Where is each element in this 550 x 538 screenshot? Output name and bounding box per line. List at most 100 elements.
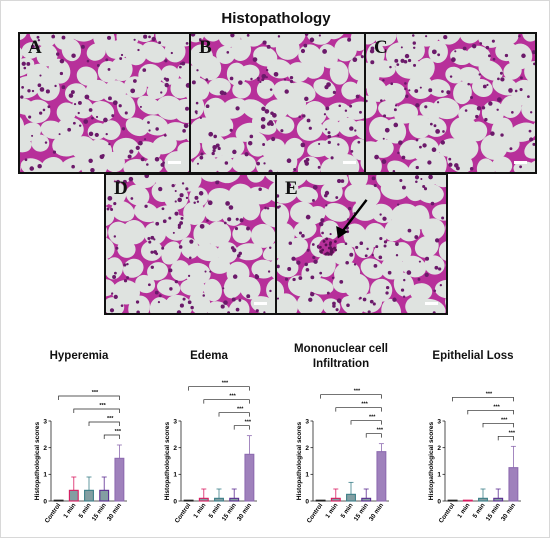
bar — [84, 489, 94, 502]
x-tick-label: Control — [174, 502, 193, 525]
significance-bracket — [73, 408, 120, 413]
panel-letter-c: C — [374, 37, 388, 58]
significance-label: *** — [493, 404, 500, 410]
panel-letter-a: A — [28, 37, 42, 58]
y-tick-label: 2 — [43, 445, 47, 452]
significance-label: *** — [229, 394, 236, 400]
y-tick-label: 3 — [437, 418, 441, 425]
chart-hyperemia: Hyperemia 0 1 2 3 Histopathological scores Con… — [15, 339, 143, 529]
bar — [229, 497, 240, 502]
chart-title: Epithelial Loss — [432, 350, 514, 362]
y-tick-label: 1 — [305, 472, 309, 479]
x-tick-label: 15 min — [353, 502, 370, 522]
bar — [99, 489, 110, 502]
significance-bracket — [218, 412, 250, 417]
y-tick-label: 0 — [43, 498, 47, 505]
y-tick-label: 2 — [305, 445, 309, 452]
bar — [244, 453, 255, 502]
x-tick-label: 1 min — [456, 502, 471, 520]
x-tick-label: Control — [438, 502, 457, 525]
y-tick-label: 2 — [173, 445, 177, 452]
significance-label: *** — [115, 429, 122, 435]
significance-label: *** — [501, 417, 508, 423]
significance-label: *** — [99, 403, 106, 409]
x-tick-label: 1 min — [192, 502, 207, 520]
scale-bar — [343, 161, 356, 164]
significance-bracket — [497, 435, 514, 441]
bar — [478, 497, 488, 502]
x-tick-label: 5 min — [77, 502, 92, 520]
chart-mononuclear-infiltration: Mononuclear cell Infiltration 0 1 2 3 Histopa… — [277, 339, 405, 529]
significance-bracket — [335, 407, 382, 412]
panel-letter-b: B — [199, 37, 212, 58]
x-tick-label: 30 min — [368, 502, 385, 522]
significance-label: *** — [92, 390, 99, 396]
x-tick-label: 5 min — [207, 502, 222, 520]
x-tick-label: 15 min — [485, 502, 502, 522]
chart-title: Mononuclear cell Infiltration — [294, 343, 388, 370]
significance-bracket — [58, 395, 120, 400]
figure-title: Histopathology — [221, 10, 331, 27]
x-tick-label: 1 min — [324, 502, 339, 520]
significance-label: *** — [245, 420, 252, 426]
x-tick-label: 5 min — [339, 502, 354, 520]
significance-bracket — [350, 420, 382, 425]
significance-bracket — [482, 422, 514, 428]
bar — [376, 451, 387, 502]
y-axis-label: Histopathological scores — [34, 421, 41, 500]
significance-label: *** — [361, 402, 368, 408]
scale-bar — [254, 302, 267, 305]
micrograph-b: B — [189, 32, 366, 174]
significance-label: *** — [377, 428, 384, 434]
y-tick-label: 0 — [305, 498, 309, 505]
bar — [315, 499, 326, 502]
scale-bar — [425, 302, 438, 305]
bar — [346, 493, 356, 502]
y-tick-label: 1 — [437, 472, 441, 479]
bar — [68, 489, 79, 502]
bar — [447, 499, 458, 502]
significance-bracket — [188, 386, 250, 391]
significance-bracket — [365, 433, 382, 438]
y-axis-label: Histopathological scores — [428, 421, 435, 500]
bar — [114, 457, 125, 502]
y-tick-label: 1 — [43, 472, 47, 479]
micrograph-d: D — [104, 173, 277, 315]
x-tick-label: 5 min — [471, 502, 486, 520]
significance-label: *** — [107, 416, 114, 422]
micrograph-c: C — [364, 32, 537, 174]
bar — [330, 497, 341, 502]
significance-label: *** — [509, 430, 516, 436]
y-tick-label: 3 — [173, 418, 177, 425]
lung-tissue-texture — [277, 175, 446, 313]
lung-tissue-texture — [191, 34, 364, 172]
scale-bar — [168, 161, 181, 164]
bar — [462, 499, 473, 502]
chart-title: Edema — [190, 350, 228, 362]
x-tick-label: 15 min — [221, 502, 238, 522]
significance-label: *** — [222, 381, 229, 387]
bar — [198, 497, 209, 502]
micrograph-e: E — [275, 173, 448, 315]
panel-letter-d: D — [114, 178, 128, 199]
bar — [493, 497, 504, 502]
x-tick-label: 15 min — [91, 502, 108, 522]
y-tick-label: 0 — [173, 498, 177, 505]
significance-bracket — [88, 421, 120, 426]
y-tick-label: 1 — [173, 472, 177, 479]
chart-edema: Edema 0 1 2 3 Histopathological scores Control… — [145, 339, 273, 529]
significance-label: *** — [486, 391, 493, 397]
scale-bar — [514, 161, 527, 164]
micrograph-a: A — [18, 32, 191, 174]
panel-letter-e: E — [285, 178, 298, 199]
x-tick-label: 1 min — [62, 502, 77, 520]
x-tick-label: 30 min — [500, 502, 517, 522]
significance-bracket — [203, 399, 250, 404]
y-axis-label: Histopathological scores — [164, 421, 171, 500]
bar — [508, 467, 519, 502]
bar — [53, 499, 64, 502]
